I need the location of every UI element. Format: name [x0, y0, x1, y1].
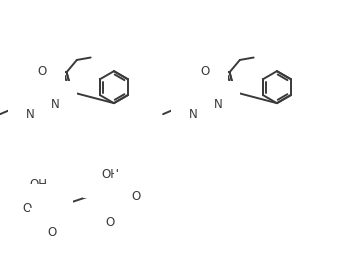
Text: N: N	[214, 98, 222, 111]
Text: O: O	[38, 65, 47, 78]
Text: S: S	[48, 199, 56, 212]
Text: O: O	[48, 225, 57, 238]
Text: S: S	[106, 189, 114, 202]
Text: O: O	[132, 189, 141, 202]
Text: OH: OH	[101, 167, 119, 180]
Text: O: O	[201, 65, 210, 78]
Text: N: N	[26, 108, 34, 121]
Text: N: N	[51, 98, 59, 111]
Text: O: O	[105, 215, 115, 228]
Text: N: N	[189, 108, 197, 121]
Text: OH: OH	[29, 178, 47, 191]
Text: O: O	[22, 202, 32, 215]
